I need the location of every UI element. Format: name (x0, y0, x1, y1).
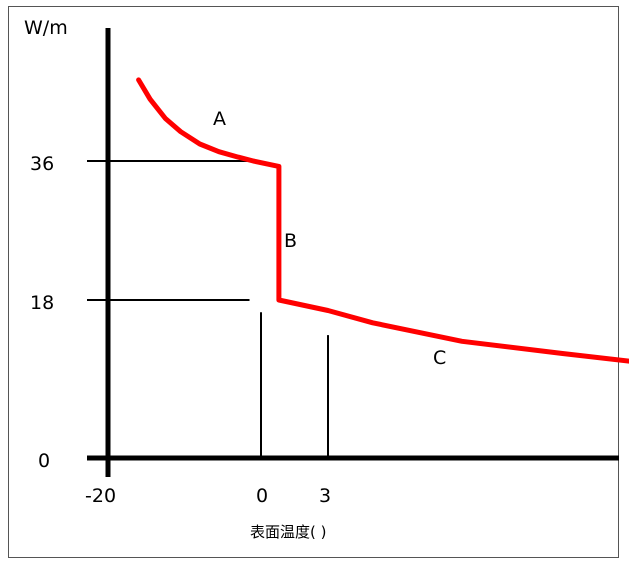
data-series-line (136, 77, 629, 364)
y-tick-0: 0 (38, 450, 50, 472)
segment-label-a: A (213, 108, 226, 130)
guide-lines (87, 160, 329, 458)
x-tick-minus20: -20 (85, 485, 116, 507)
y-tick-18: 18 (30, 292, 54, 314)
x-tick-3: 3 (319, 485, 331, 507)
y-tick-36: 36 (30, 153, 54, 175)
y-axis-label: W/m (24, 17, 68, 39)
x-tick-0: 0 (256, 485, 268, 507)
x-axis-label: 表面温度( ) (250, 523, 326, 541)
segment-label-c: C (433, 347, 446, 369)
segment-label-b: B (284, 230, 297, 252)
